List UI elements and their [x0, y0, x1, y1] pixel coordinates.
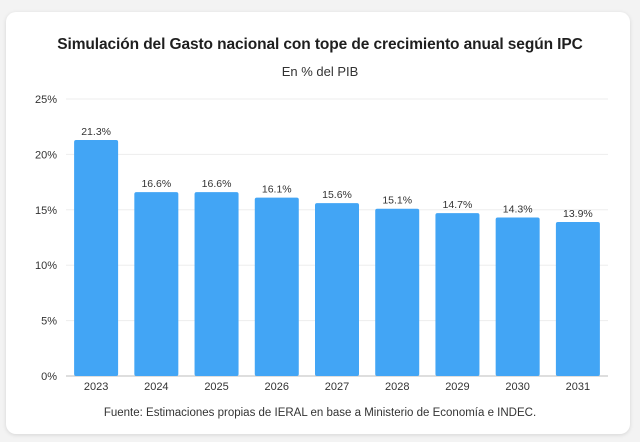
- y-tick-label: 15%: [35, 205, 57, 217]
- x-axis-ticks: 2023 2024 2025 2026 2027 2028 2029 2030 2031: [84, 381, 590, 393]
- y-tick-label: 20%: [35, 149, 57, 161]
- x-tick-label: 2031: [566, 381, 590, 393]
- bar: [74, 139, 119, 376]
- x-tick-label: 2024: [144, 381, 168, 393]
- data-label: 21.3%: [81, 126, 111, 138]
- chart-title: Simulación del Gasto nacional con tope d…: [57, 36, 583, 53]
- x-tick-label: 2023: [84, 381, 108, 393]
- source-note: Fuente: Estimaciones propias de IERAL en…: [103, 407, 537, 419]
- y-tick-label: 5%: [41, 316, 57, 328]
- bar: [375, 208, 420, 376]
- bar: [315, 203, 359, 376]
- data-label: 16.1%: [262, 184, 292, 196]
- data-label: 16.6%: [202, 178, 232, 190]
- y-tick-label: 0%: [41, 371, 57, 383]
- bar: [194, 192, 239, 376]
- y-tick-label: 25%: [35, 94, 57, 106]
- data-label: 15.1%: [382, 195, 412, 207]
- chart-subtitle: En % del PIB: [281, 64, 359, 79]
- bar: [495, 217, 540, 376]
- bar: [254, 197, 299, 376]
- data-label: 14.7%: [443, 199, 473, 211]
- y-axis-ticks: 0% 5% 10% 15% 20% 25%: [35, 94, 57, 383]
- x-tick-label: 2026: [265, 381, 289, 393]
- data-label: 15.6%: [322, 189, 352, 201]
- x-tick-label: 2025: [204, 381, 228, 393]
- x-tick-label: 2029: [445, 381, 469, 393]
- bar: [555, 221, 600, 376]
- data-label: 14.3%: [503, 204, 533, 216]
- x-tick-label: 2030: [505, 381, 529, 393]
- bar: [435, 213, 480, 376]
- y-tick-label: 10%: [35, 260, 57, 272]
- data-label: 13.9%: [563, 208, 593, 220]
- x-tick-label: 2028: [385, 381, 409, 393]
- x-tick-label: 2027: [325, 381, 349, 393]
- data-label: 16.6%: [141, 178, 171, 190]
- data-labels: 21.3% 16.6% 16.6% 16.1% 15.6% 15.1% 14.7% 14.3%…: [81, 126, 593, 220]
- bars: [74, 139, 600, 376]
- bar: [134, 192, 179, 376]
